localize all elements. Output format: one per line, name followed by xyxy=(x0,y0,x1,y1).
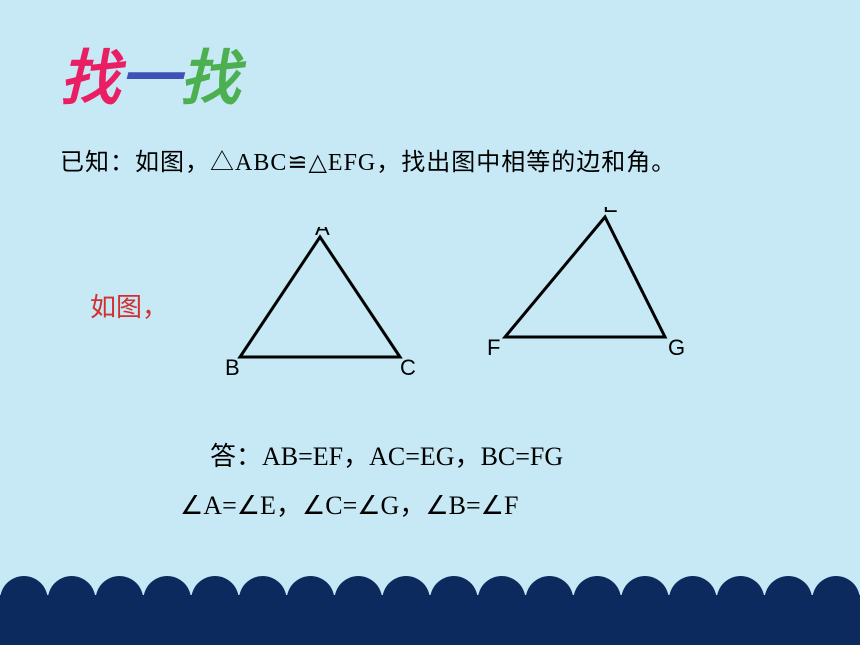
svg-text:E: E xyxy=(603,207,618,217)
wave-bottom-band xyxy=(0,595,860,645)
title-char-3: 找 xyxy=(180,46,240,112)
diagram-area: 如图， ABC EFG xyxy=(40,217,820,417)
svg-text:C: C xyxy=(400,355,416,380)
svg-text:A: A xyxy=(315,227,330,240)
answer-line-2: ∠A=∠E，∠C=∠G，∠B=∠F xyxy=(180,481,820,530)
triangle-abc: A B C xyxy=(220,227,420,397)
triangle-efg: E F G xyxy=(485,207,685,377)
slide: 找一找 已知：如图，△ABC≌△EFG，找出图中相等的边和角。 如图， ABC … xyxy=(0,0,860,645)
diagram-note: 如图， xyxy=(90,287,168,324)
svg-text:B: B xyxy=(225,355,240,380)
problem-statement: 已知：如图，△ABC≌△EFG，找出图中相等的边和角。 xyxy=(60,142,820,177)
answer-block: 答：AB=EF，AC=EG，BC=FG ∠A=∠E，∠C=∠G，∠B=∠F xyxy=(210,432,820,531)
svg-text:F: F xyxy=(487,335,500,360)
answer-line-1: 答：AB=EF，AC=EG，BC=FG xyxy=(210,432,820,481)
svg-text:G: G xyxy=(668,335,685,360)
title-char-1: 找 xyxy=(60,46,120,112)
title-char-2: 一 xyxy=(120,46,180,112)
slide-title: 找一找 xyxy=(60,30,820,117)
